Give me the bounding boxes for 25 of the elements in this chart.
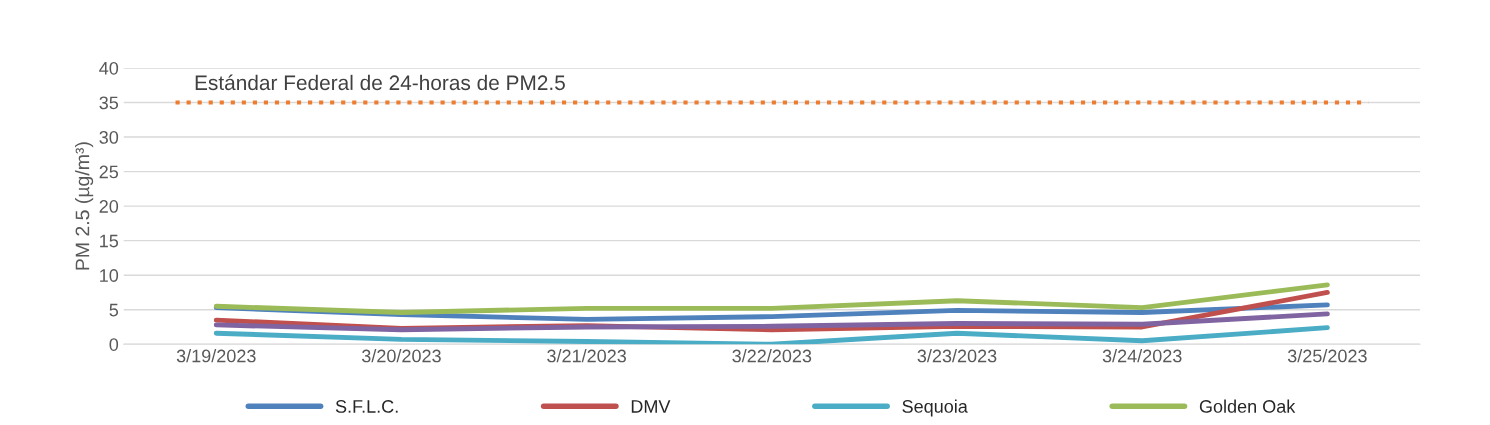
- y-tick-label: 35: [99, 96, 119, 110]
- y-tick-label: 30: [99, 131, 119, 144]
- ref-line-label: Estándar Federal de 24-horas de PM2.5: [195, 74, 565, 91]
- y-tick-label: 25: [99, 165, 119, 179]
- x-tick-label: 3/23/2023: [917, 349, 997, 363]
- x-tick-label: 3/19/2023: [176, 349, 256, 363]
- line-series: [213, 282, 1330, 315]
- legend-label: Golden Oak: [1199, 399, 1296, 413]
- y-tick-label: 20: [99, 200, 119, 213]
- y-tick-label: 5: [109, 303, 119, 317]
- legend-label: DMV: [631, 400, 671, 413]
- line-series: [213, 311, 1330, 333]
- x-tick-label: 3/21/2023: [547, 349, 627, 363]
- x-tick-label: 3/24/2023: [1102, 349, 1182, 363]
- line-series: [213, 325, 1330, 345]
- y-tick-label: 40: [99, 61, 119, 75]
- y-tick-label: 15: [100, 234, 119, 248]
- legend-label: S.F.L.C.: [335, 400, 398, 413]
- legend-label: Sequoia: [902, 399, 968, 417]
- y-tick-label: 10: [100, 269, 119, 282]
- x-tick-label: 3/25/2023: [1287, 349, 1367, 363]
- y-axis-title: PM 2.5 (µg/m³): [75, 142, 94, 270]
- x-tick-label: 3/22/2023: [732, 349, 812, 363]
- y-tick-label: 0: [109, 338, 119, 351]
- x-tick-label: 3/20/2023: [361, 349, 441, 363]
